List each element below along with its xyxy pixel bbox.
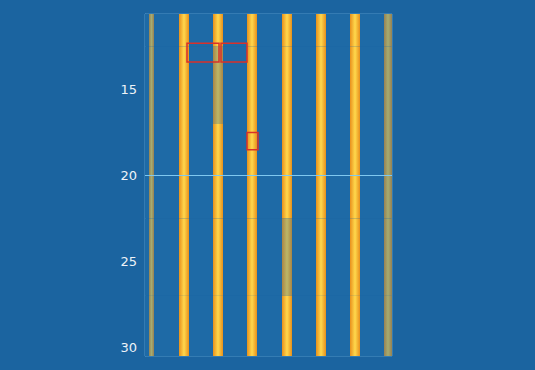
svg-text:20: 20 [120, 168, 137, 183]
svg-text:15: 15 [120, 82, 137, 97]
svg-text:30: 30 [120, 340, 137, 355]
svg-text:25: 25 [120, 254, 137, 269]
